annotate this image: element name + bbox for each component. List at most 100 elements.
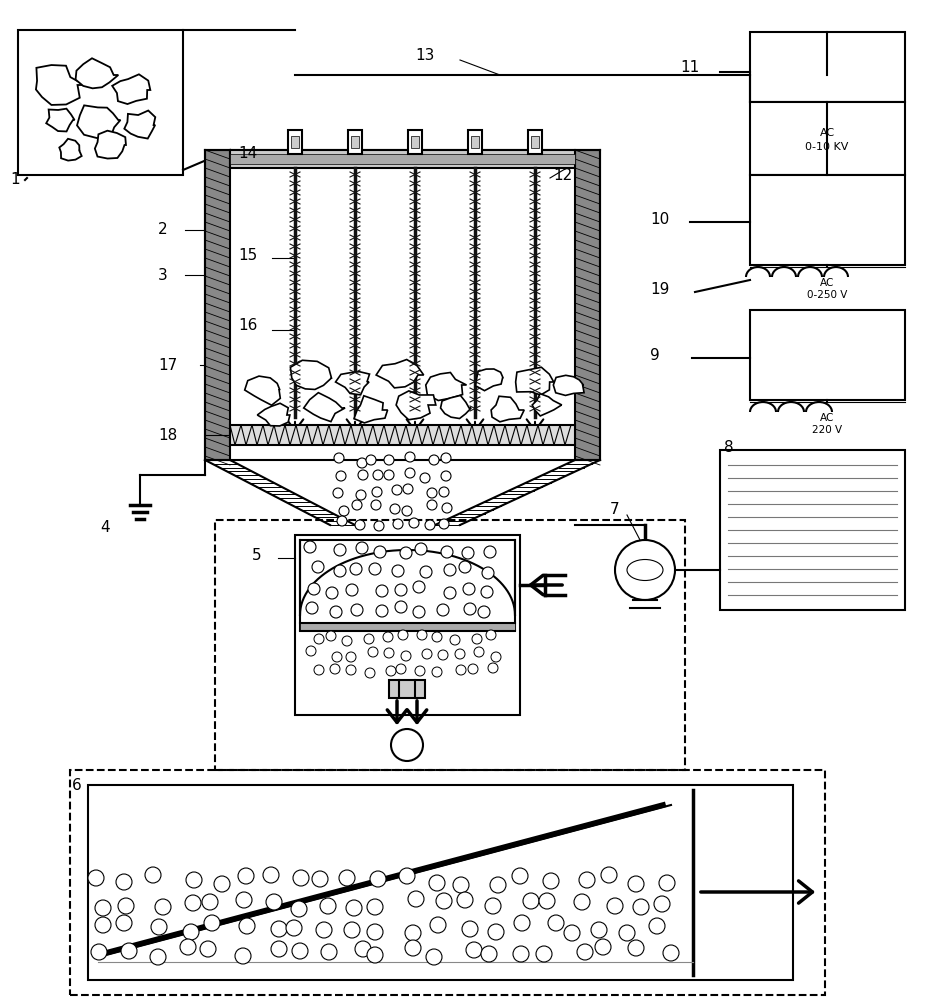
Circle shape [491, 652, 501, 662]
Bar [468, 130, 482, 154]
Circle shape [429, 455, 439, 465]
Text: 11: 11 [680, 60, 699, 76]
Polygon shape [245, 376, 280, 405]
Circle shape [367, 899, 383, 915]
Circle shape [266, 894, 282, 910]
Circle shape [398, 630, 408, 640]
Circle shape [185, 895, 201, 911]
Polygon shape [36, 65, 84, 105]
Circle shape [95, 900, 111, 916]
Circle shape [293, 870, 309, 886]
Circle shape [371, 500, 381, 510]
Circle shape [482, 567, 494, 579]
Circle shape [402, 506, 412, 516]
Circle shape [334, 453, 344, 463]
Circle shape [430, 917, 446, 933]
Circle shape [118, 898, 134, 914]
Circle shape [367, 924, 383, 940]
Circle shape [372, 487, 382, 497]
Circle shape [150, 949, 166, 965]
Circle shape [271, 921, 287, 937]
Polygon shape [304, 393, 345, 422]
Circle shape [386, 666, 396, 676]
Circle shape [330, 664, 340, 674]
Text: 12: 12 [553, 167, 572, 182]
Circle shape [399, 868, 415, 884]
Circle shape [263, 867, 279, 883]
Circle shape [564, 925, 580, 941]
Circle shape [342, 636, 352, 646]
Text: 3: 3 [158, 267, 168, 282]
Circle shape [346, 652, 356, 662]
Circle shape [155, 899, 171, 915]
Bar [750, 32, 905, 102]
Text: 13: 13 [415, 47, 434, 62]
Circle shape [437, 604, 449, 616]
Circle shape [239, 918, 255, 934]
Bar [300, 540, 515, 630]
Circle shape [366, 455, 376, 465]
Text: 15: 15 [238, 247, 257, 262]
Polygon shape [291, 360, 331, 389]
Circle shape [355, 941, 371, 957]
Circle shape [304, 541, 316, 553]
Circle shape [312, 561, 324, 573]
Circle shape [420, 566, 432, 578]
Circle shape [306, 602, 318, 614]
Circle shape [183, 924, 199, 940]
Circle shape [422, 649, 432, 659]
Circle shape [413, 606, 425, 618]
Circle shape [91, 944, 107, 960]
Circle shape [429, 875, 445, 891]
Circle shape [488, 663, 498, 673]
Circle shape [484, 546, 496, 558]
Circle shape [316, 922, 332, 938]
Bar [750, 175, 905, 265]
Polygon shape [441, 395, 471, 419]
Circle shape [420, 473, 430, 483]
Polygon shape [77, 105, 120, 138]
Circle shape [628, 876, 644, 892]
Circle shape [321, 944, 337, 960]
Circle shape [628, 940, 644, 956]
Bar [300, 623, 515, 631]
Circle shape [455, 649, 465, 659]
Circle shape [356, 490, 366, 500]
Bar [70, 770, 825, 995]
Bar [750, 102, 905, 175]
Circle shape [180, 939, 196, 955]
Circle shape [457, 892, 473, 908]
Circle shape [346, 584, 358, 596]
Circle shape [312, 871, 328, 887]
Polygon shape [492, 396, 524, 422]
Circle shape [462, 547, 474, 559]
Text: 5: 5 [252, 548, 262, 562]
Circle shape [539, 893, 555, 909]
Bar [351, 136, 359, 148]
Circle shape [591, 922, 607, 938]
Circle shape [436, 893, 452, 909]
Circle shape [409, 518, 419, 528]
Circle shape [350, 563, 362, 575]
Polygon shape [113, 74, 150, 104]
Circle shape [417, 630, 427, 640]
Polygon shape [476, 369, 503, 391]
Bar [471, 136, 479, 148]
Circle shape [615, 540, 675, 600]
Circle shape [393, 519, 403, 529]
Circle shape [186, 872, 202, 888]
Bar [389, 680, 425, 698]
Circle shape [513, 946, 529, 962]
Circle shape [339, 506, 349, 516]
Polygon shape [336, 372, 370, 395]
Polygon shape [257, 403, 290, 426]
Text: 17: 17 [158, 358, 177, 372]
Bar [18, 30, 183, 175]
Circle shape [390, 504, 400, 514]
Circle shape [391, 729, 423, 761]
Circle shape [314, 665, 324, 675]
Circle shape [202, 894, 218, 910]
Circle shape [145, 867, 161, 883]
Circle shape [663, 945, 679, 961]
Bar [295, 535, 520, 715]
